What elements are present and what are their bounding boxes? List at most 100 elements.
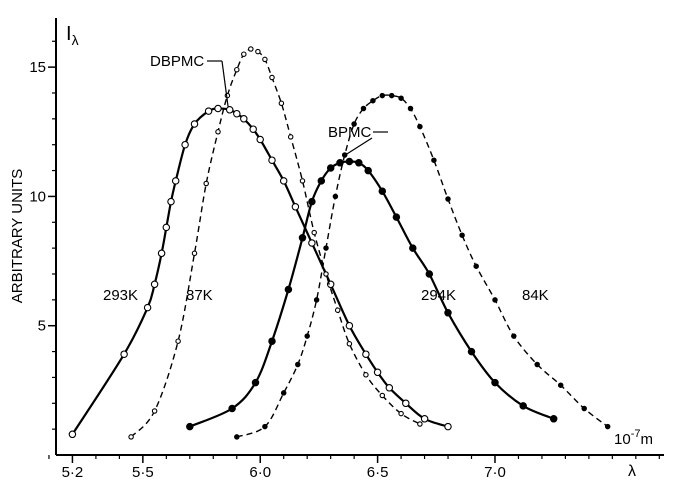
data-point-dbpmc-87 [323,271,329,277]
data-point-bpmc-294 [251,378,260,387]
data-point-dbpmc-293 [167,197,175,206]
data-point-dbpmc-87 [269,74,275,81]
data-point-dbpmc-87 [311,229,317,236]
data-point-dbpmc-87 [241,51,247,57]
data-point-bpmc-84 [534,361,540,368]
data-point-bpmc-84 [234,434,240,440]
data-point-dbpmc-293 [190,120,199,128]
data-point-bpmc-294 [308,197,316,206]
data-point-bpmc-294 [186,422,194,431]
y-tick-label: 15 [29,59,46,76]
x-unit-base: 10 [614,431,631,448]
data-point-bpmc-84 [388,92,395,99]
data-point-dbpmc-293 [279,177,288,185]
data-point-bpmc-294 [467,347,476,356]
y-ticks: 5 10 15 [29,40,56,430]
data-point-bpmc-294 [549,415,558,423]
data-point-bpmc-294 [378,187,387,195]
data-point-bpmc-84 [445,196,451,202]
data-point-bpmc-84 [360,105,367,112]
data-point-dbpmc-293 [362,350,370,358]
data-point-bpmc-294 [298,234,307,242]
data-point-dbpmc-293 [249,125,257,133]
data-point-bpmc-294 [491,378,499,387]
data-point-dbpmc-293 [143,303,152,312]
data-point-dbpmc-293 [225,106,234,114]
data-point-dbpmc-87 [151,408,158,414]
x-unit: 10-7m [614,428,653,448]
y-symbol-sub: λ [72,32,79,48]
data-point-bpmc-84 [604,423,611,430]
x-tick-label: 6·0 [249,464,271,480]
data-point-dbpmc-293 [240,115,248,123]
data-point-dbpmc-87 [248,46,254,52]
data-point-dbpmc-87 [299,178,306,184]
data-point-dbpmc-87 [215,129,221,135]
annotation-label: DBPMC [150,53,204,70]
annotation-label: 87K [186,287,213,304]
data-point-bpmc-84 [313,297,320,303]
data-point-bpmc-84 [492,297,498,303]
data-point-dbpmc-293 [291,203,300,211]
series-bpmc-84 [234,92,611,440]
data-point-bpmc-294 [392,213,401,221]
data-point-dbpmc-293 [214,104,222,113]
data-point-bpmc-84 [398,95,404,101]
data-point-bpmc-84 [407,105,414,112]
data-point-bpmc-294 [425,270,434,278]
data-point-dbpmc-87 [278,100,285,107]
y-symbol-main: I [66,23,72,45]
data-point-dbpmc-87 [287,134,294,140]
x-unit-suffix: m [640,431,653,448]
data-point-bpmc-294 [336,159,344,167]
annotation-label: BPMC [328,124,372,141]
data-point-dbpmc-87 [191,250,198,257]
data-point-bpmc-84 [280,390,287,396]
x-ticks: 5·2 5·5 6·0 6·5 7·0 [48,455,660,480]
data-point-bpmc-84 [304,333,310,339]
annotation-label: 294K [421,287,456,304]
series-dbpmc-293 [68,104,452,439]
data-point-dbpmc-293 [204,107,213,115]
data-point-bpmc-84 [459,232,465,238]
data-point-bpmc-84 [511,333,517,339]
data-point-bpmc-294 [317,177,326,185]
data-point-bpmc-84 [332,193,339,200]
series-layer [68,46,611,440]
data-point-bpmc-294 [519,402,527,410]
data-point-dbpmc-293 [162,223,171,232]
data-point-bpmc-294 [364,166,372,175]
annotation-label: 293K [103,287,138,304]
data-point-bpmc-84 [295,361,301,368]
annotation-leader [346,137,373,155]
data-point-bpmc-84 [323,245,329,251]
data-point-bpmc-294 [268,337,276,345]
data-point-dbpmc-293 [150,280,159,289]
annotations: DBPMC BPMC 293K 87K 294K 84K [103,53,549,304]
y-axis-label: ARBITRARY UNITS [9,169,26,303]
data-point-dbpmc-293 [120,350,128,358]
annotation-label: 84K [522,287,549,304]
data-point-dbpmc-293 [181,140,189,149]
x-tick-label: 5·2 [62,464,84,480]
x-tick-label: 6·5 [367,464,389,480]
data-point-dbpmc-293 [157,249,166,258]
data-point-dbpmc-293 [444,422,452,431]
data-point-bpmc-294 [284,285,293,294]
data-point-dbpmc-293 [256,135,264,144]
x-symbol: λ [628,463,636,480]
series-line-dbpmc-87 [130,48,421,438]
data-point-dbpmc-87 [175,338,181,344]
data-point-dbpmc-87 [334,307,341,313]
x-tick-label: 5·5 [132,464,154,480]
y-tick-label: 10 [29,188,46,205]
data-point-dbpmc-87 [379,392,386,399]
data-point-dbpmc-293 [268,156,276,164]
data-point-bpmc-84 [351,121,357,127]
data-point-dbpmc-293 [420,415,429,423]
x-tick-label: 7·0 [484,464,506,480]
y-tick-label: 5 [38,318,46,335]
data-point-bpmc-84 [417,123,423,130]
data-point-dbpmc-87 [346,341,353,347]
